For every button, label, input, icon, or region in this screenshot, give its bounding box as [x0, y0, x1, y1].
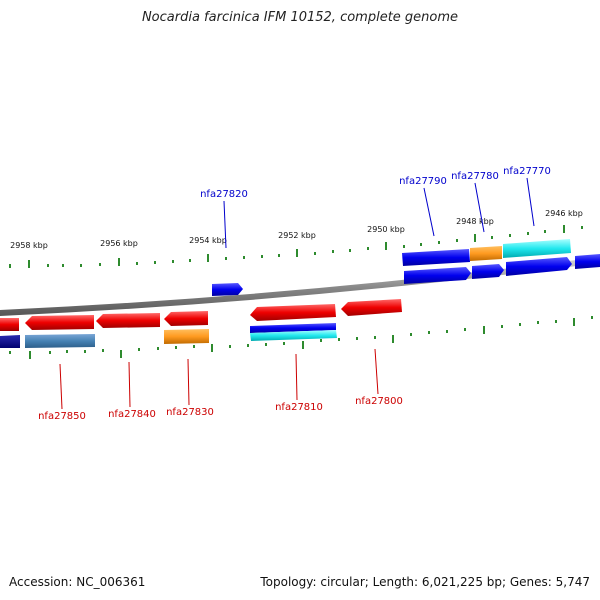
gene-blue-plus[interactable] — [472, 264, 504, 279]
scale-label: 2956 kbp — [100, 239, 138, 248]
gene-label-minus: nfa27830 — [166, 407, 214, 418]
scale-label: 2958 kbp — [10, 241, 48, 250]
gene-blue-plus[interactable] — [404, 267, 471, 284]
gene-nfa27790[interactable] — [402, 249, 470, 266]
plus-strand-genes — [212, 239, 600, 296]
scale-label: 2952 kbp — [278, 231, 316, 240]
scale-label: 2946 kbp — [545, 209, 583, 218]
gene-nfa27840[interactable] — [96, 313, 160, 328]
gene-label-plus: nfa27770 — [503, 166, 551, 177]
gene-label-minus: nfa27850 — [38, 411, 86, 422]
minus-strand-genes — [0, 299, 402, 348]
gene-label-minus: nfa27840 — [108, 409, 156, 420]
gene-navy-minus[interactable] — [0, 335, 20, 348]
gene-nfa27850[interactable] — [25, 315, 94, 330]
gene-nfa27820[interactable] — [212, 283, 243, 296]
gene-label-plus: nfa27820 — [200, 189, 248, 200]
scale-label: 2948 kbp — [456, 217, 494, 226]
gene-nfa27810[interactable] — [250, 304, 336, 321]
scale-label: 2950 kbp — [367, 225, 405, 234]
gene-label-plus: nfa27790 — [399, 176, 447, 187]
gene-nfa27780[interactable] — [470, 246, 502, 261]
minus-label-leaders — [59, 348, 379, 410]
gene-label-minus: nfa27800 — [355, 396, 403, 407]
gene-steel-minus[interactable] — [25, 334, 95, 348]
gene-red-minus[interactable] — [0, 318, 19, 331]
map-title: Nocardia farcinica IFM 10152, complete g… — [141, 10, 459, 25]
gene-blue-minus[interactable] — [250, 323, 336, 333]
genome-summary: Topology: circular; Length: 6,021,225 bp… — [260, 575, 590, 589]
accession-label: Accession: NC_006361 — [9, 575, 146, 589]
scale-ticks-upper — [9, 225, 583, 268]
gene-blue-plus[interactable] — [575, 254, 600, 269]
gene-blue-plus[interactable] — [506, 257, 572, 276]
gene-orange-minus[interactable] — [164, 329, 209, 344]
genome-backbone — [0, 257, 600, 316]
scale-label: 2954 kbp — [189, 236, 227, 245]
gene-nfa27800[interactable] — [341, 299, 402, 316]
gene-cyan-minus[interactable] — [250, 330, 337, 341]
gene-nfa27770[interactable] — [503, 239, 571, 258]
gene-label-plus: nfa27780 — [451, 171, 499, 182]
plus-label-leaders — [223, 177, 535, 249]
gene-label-minus: nfa27810 — [275, 402, 323, 413]
scale-ticks-lower — [9, 316, 593, 359]
gene-nfa27830[interactable] — [164, 311, 208, 326]
